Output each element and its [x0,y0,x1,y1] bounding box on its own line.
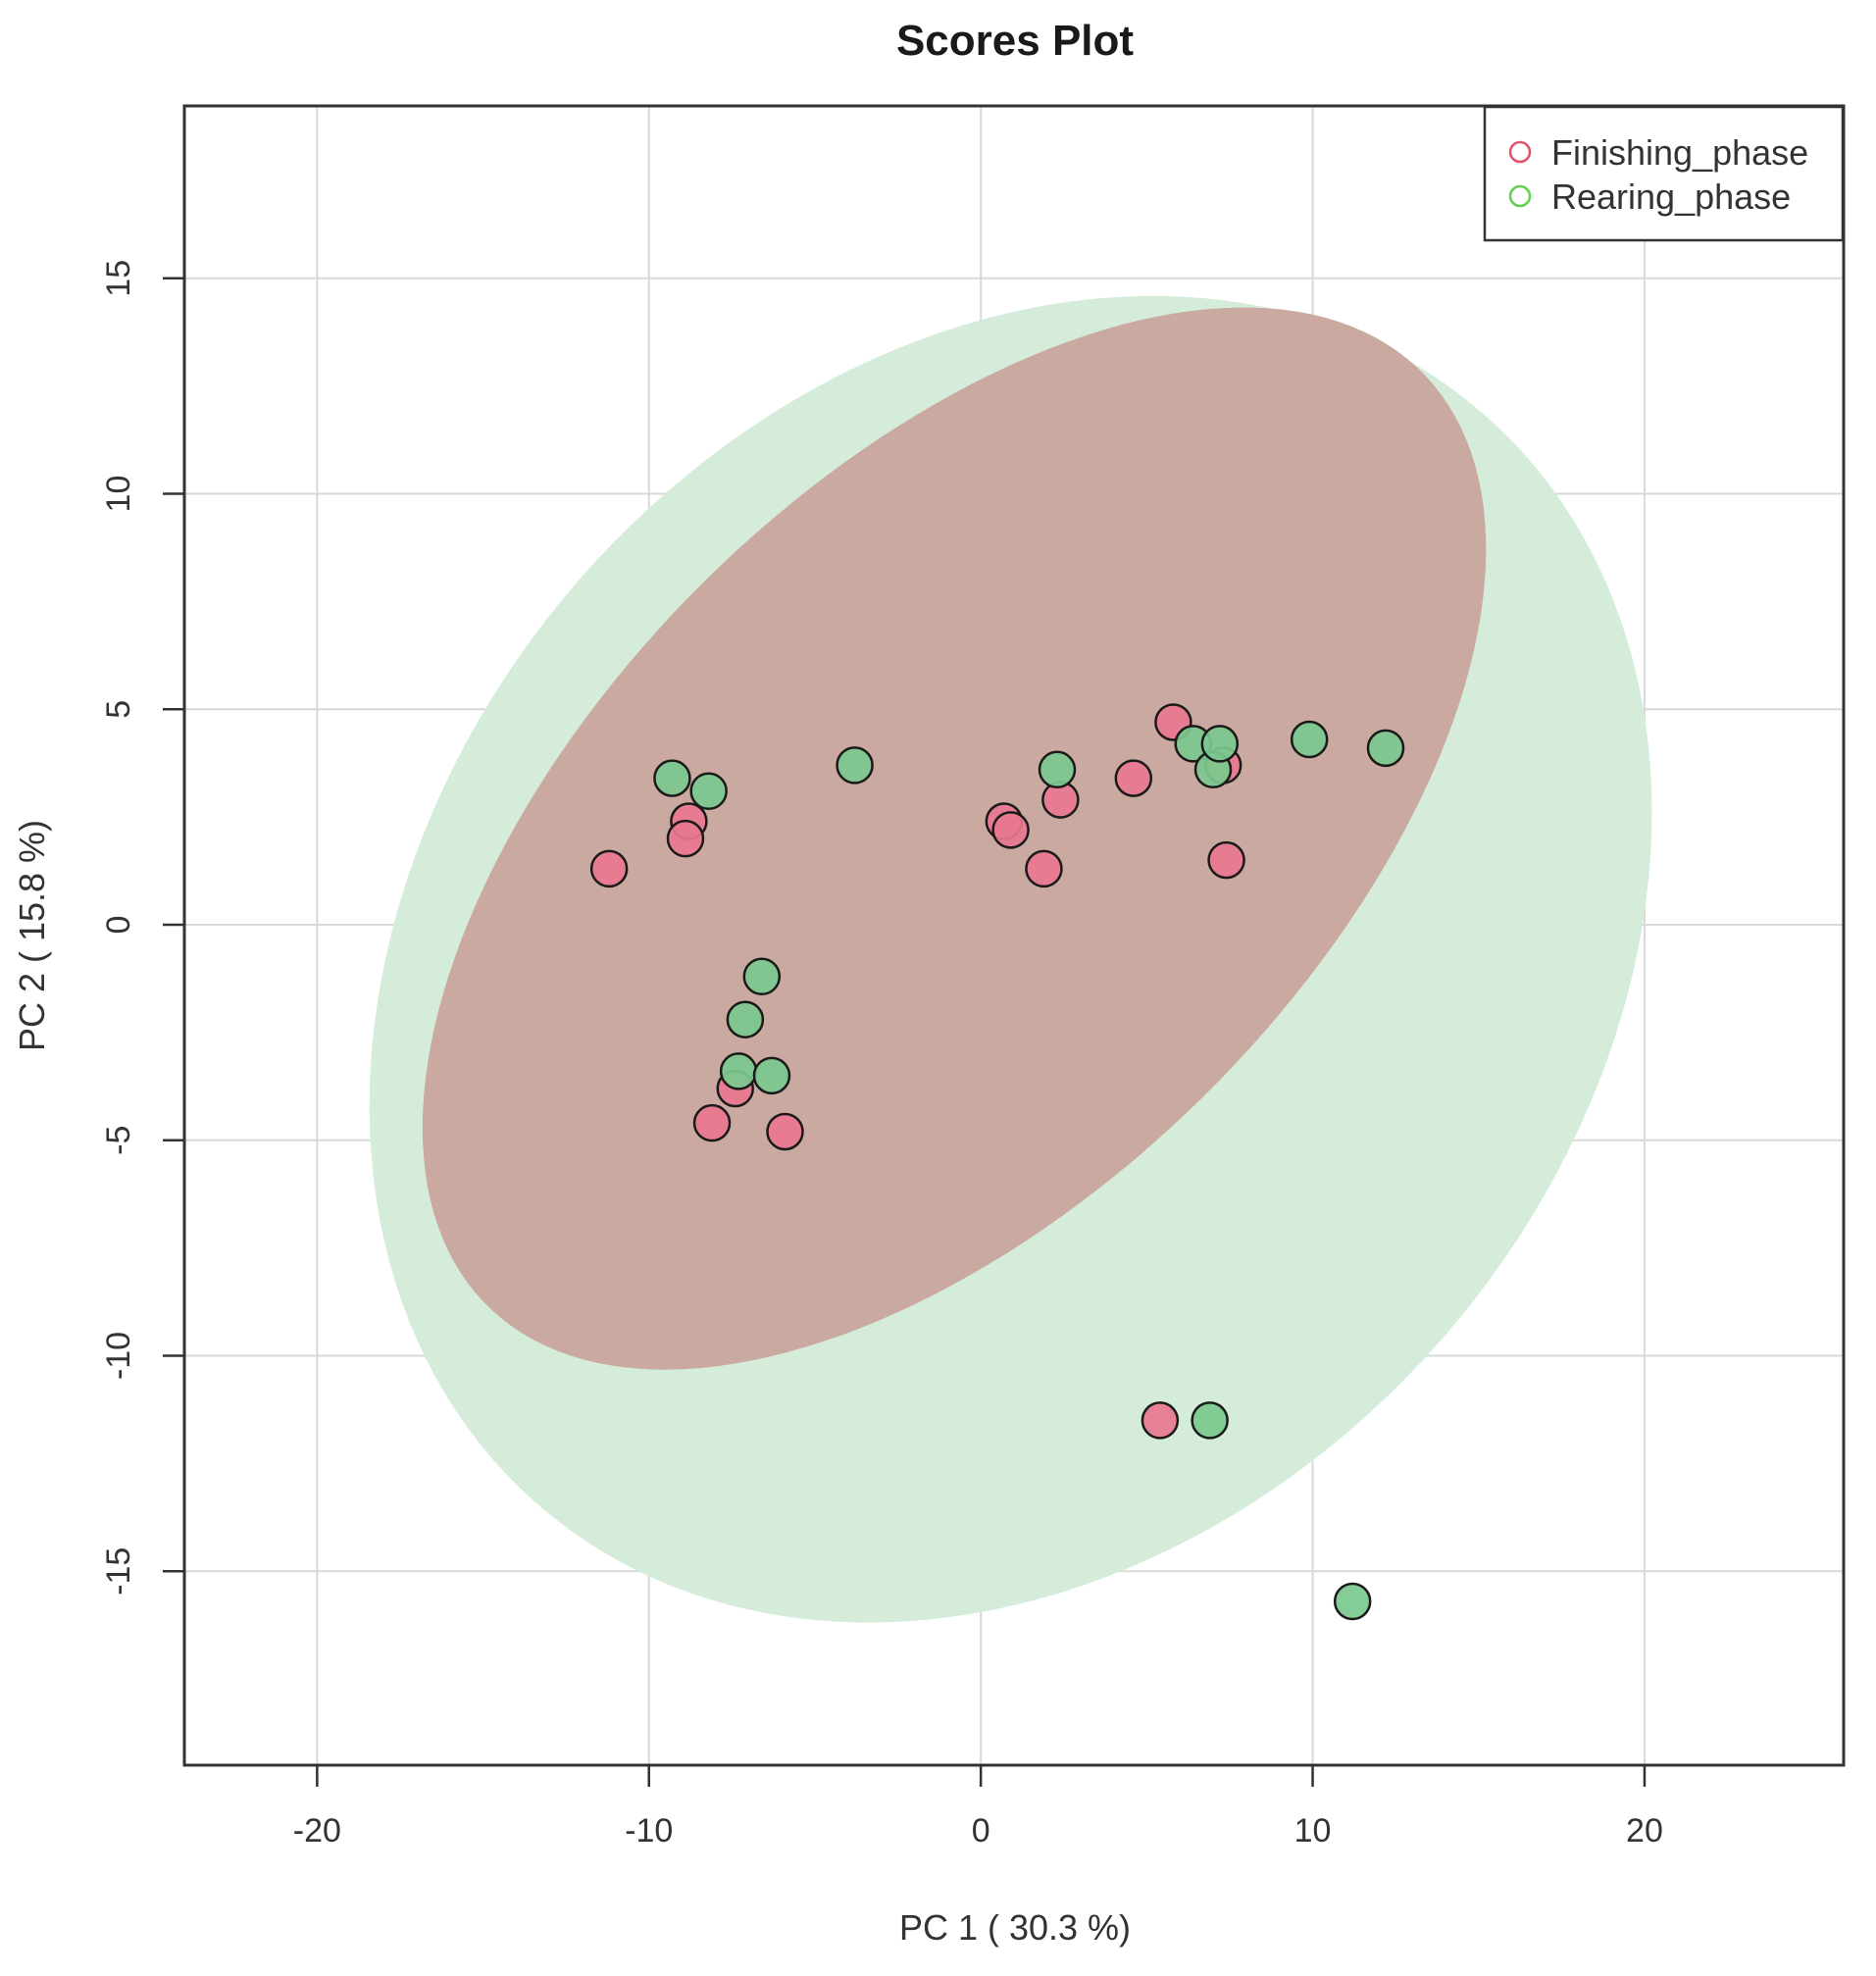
y-tick-label: -10 [100,1332,137,1380]
data-points [589,703,1405,1621]
point-rearing-phase [1200,725,1240,763]
legend-label-finishing: Finishing_phase [1551,132,1808,173]
point-finishing-phase [766,1112,804,1151]
point-rearing-phase [1333,1582,1372,1621]
x-tick-label: 0 [972,1812,990,1849]
y-axis: -15 -10 -5 0 5 10 15 [100,260,184,1596]
x-tick-label: 20 [1626,1812,1663,1849]
point-rearing-phase [689,772,728,811]
point-rearing-phase [836,746,874,785]
point-rearing-phase [726,1000,765,1039]
legend-label-rearing: Rearing_phase [1551,177,1791,217]
point-finishing-phase [589,849,629,888]
point-finishing-phase [1114,759,1153,797]
point-rearing-phase [1290,720,1329,759]
point-finishing-phase [692,1103,732,1142]
point-rearing-phase [1366,729,1405,768]
x-tick-label: -10 [625,1812,673,1849]
legend-marker-finishing [1508,140,1532,164]
x-axis-label: PC 1 ( 30.3 %) [899,1907,1131,1948]
ellipse-finishing-phase [422,307,1487,1370]
point-finishing-phase [1025,849,1063,888]
legend-marker-rearing [1508,184,1532,208]
y-tick-label: 10 [100,476,137,513]
point-rearing-phase [719,1052,758,1090]
y-tick-label: -15 [100,1547,137,1596]
point-rearing-phase [653,759,691,797]
point-finishing-phase [666,819,705,858]
x-tick-label: 10 [1294,1812,1332,1849]
x-tick-label: -20 [293,1812,341,1849]
plot-frame [182,104,1846,1767]
y-tick-label: 5 [100,700,137,719]
legend-box [1483,105,1845,242]
point-rearing-phase [752,1056,791,1095]
point-rearing-phase [1191,1401,1229,1440]
point-rearing-phase [742,957,782,996]
y-tick-label: 0 [100,916,137,935]
x-axis: -20 -10 0 10 20 [293,1765,1663,1849]
y-tick-label: 15 [100,260,137,297]
chart-title: Scores Plot [896,17,1134,65]
y-tick-label: -5 [100,1126,137,1155]
point-finishing-phase [1141,1401,1180,1440]
confidence-ellipses [369,295,1652,1623]
point-rearing-phase [1038,750,1077,789]
point-finishing-phase [1207,840,1245,880]
legend: Finishing_phase Rearing_phase [1483,105,1845,242]
point-finishing-phase [991,811,1030,849]
y-axis-label: PC 2 ( 15.8 %) [12,820,52,1051]
